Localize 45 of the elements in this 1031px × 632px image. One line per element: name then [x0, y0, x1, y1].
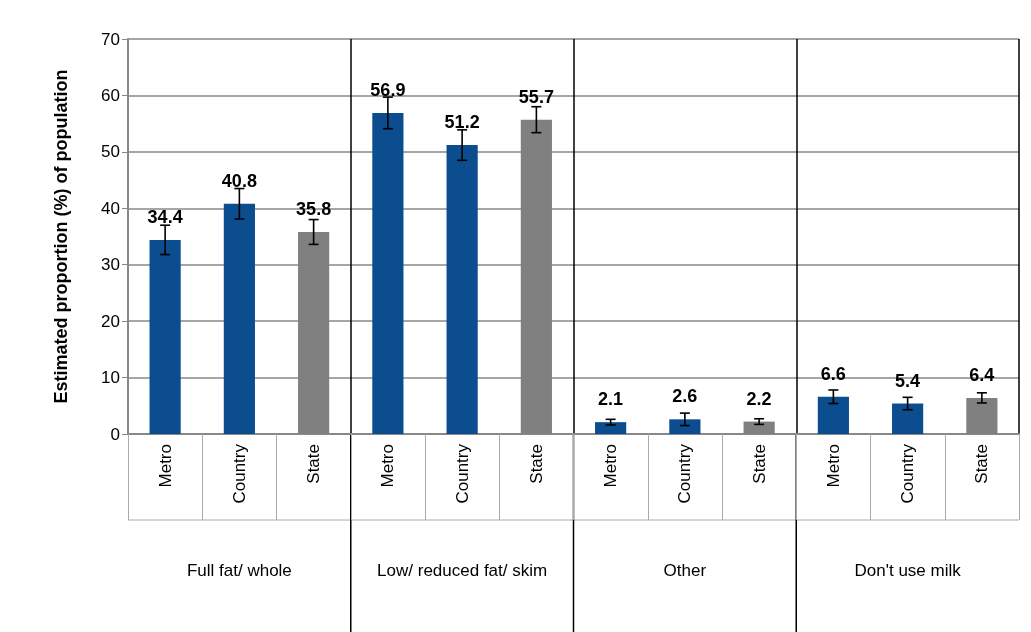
data-label: 6.6 [820, 363, 846, 384]
bar [223, 203, 255, 434]
bar [669, 419, 701, 434]
bar [149, 239, 181, 434]
x-tick-label: Country [452, 443, 472, 504]
data-label: 51.2 [444, 112, 480, 133]
bar [446, 145, 478, 434]
x-tick-label: Metro [155, 444, 175, 488]
y-tick-label: 70 [101, 29, 120, 49]
x-tick-label: State [526, 444, 546, 484]
x-tick-label: Country [229, 443, 249, 504]
x-tick-label: Country [675, 443, 695, 504]
data-label: 2.1 [598, 389, 624, 410]
x-tick-label: Metro [378, 444, 398, 488]
x-tick-label: State [304, 444, 324, 484]
y-tick-label: 60 [101, 85, 120, 105]
data-label: 5.4 [895, 370, 921, 391]
bar [372, 112, 404, 434]
data-label: 55.7 [518, 86, 554, 107]
y-tick-label: 50 [101, 142, 120, 162]
text: Other [663, 561, 707, 580]
bar [595, 422, 627, 434]
text: Don't use milk [854, 561, 962, 580]
bar [817, 396, 849, 434]
y-tick-label: 20 [101, 311, 120, 331]
x-tick-label: Metro [601, 444, 621, 488]
x-tick-label: State [749, 444, 769, 484]
text: Full fat/ whole [186, 561, 292, 580]
x-tick-label: Metro [823, 444, 843, 488]
y-tick-label: 30 [101, 255, 120, 275]
y-tick-label: 0 [110, 424, 120, 444]
data-label: 34.4 [147, 206, 183, 227]
x-tick-label: State [972, 444, 992, 484]
data-label: 2.2 [746, 388, 772, 409]
y-axis-title: Estimated proportion (%) of population [51, 69, 71, 404]
text: Low/ reduced fat/ skim [377, 561, 548, 580]
data-label: 35.8 [296, 198, 332, 219]
y-tick-label: 10 [101, 368, 120, 388]
x-tick-label: Country [898, 443, 918, 504]
data-label: 2.6 [672, 386, 698, 407]
data-label: 56.9 [370, 79, 406, 100]
y-tick-label: 40 [101, 198, 120, 218]
bar [892, 403, 924, 434]
data-label: 40.8 [221, 170, 257, 191]
data-label: 6.4 [969, 364, 995, 385]
